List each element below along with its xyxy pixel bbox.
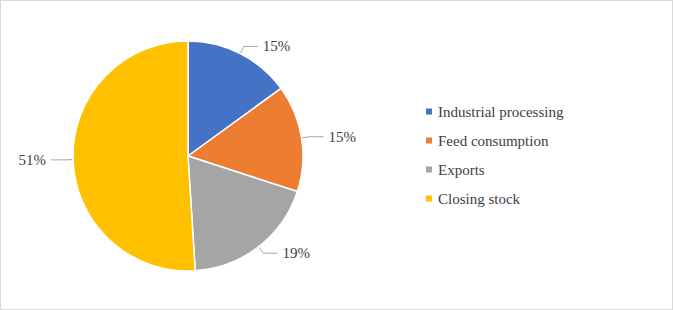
svg-text:Closing stock: Closing stock	[438, 191, 521, 207]
svg-text:15%: 15%	[263, 38, 291, 54]
svg-text:Industrial processing: Industrial processing	[438, 104, 564, 120]
svg-text:Feed consumption: Feed consumption	[438, 133, 549, 149]
svg-text:51%: 51%	[19, 152, 47, 168]
svg-text:15%: 15%	[328, 129, 356, 145]
svg-text:19%: 19%	[282, 245, 310, 261]
svg-text:Exports: Exports	[438, 162, 485, 178]
